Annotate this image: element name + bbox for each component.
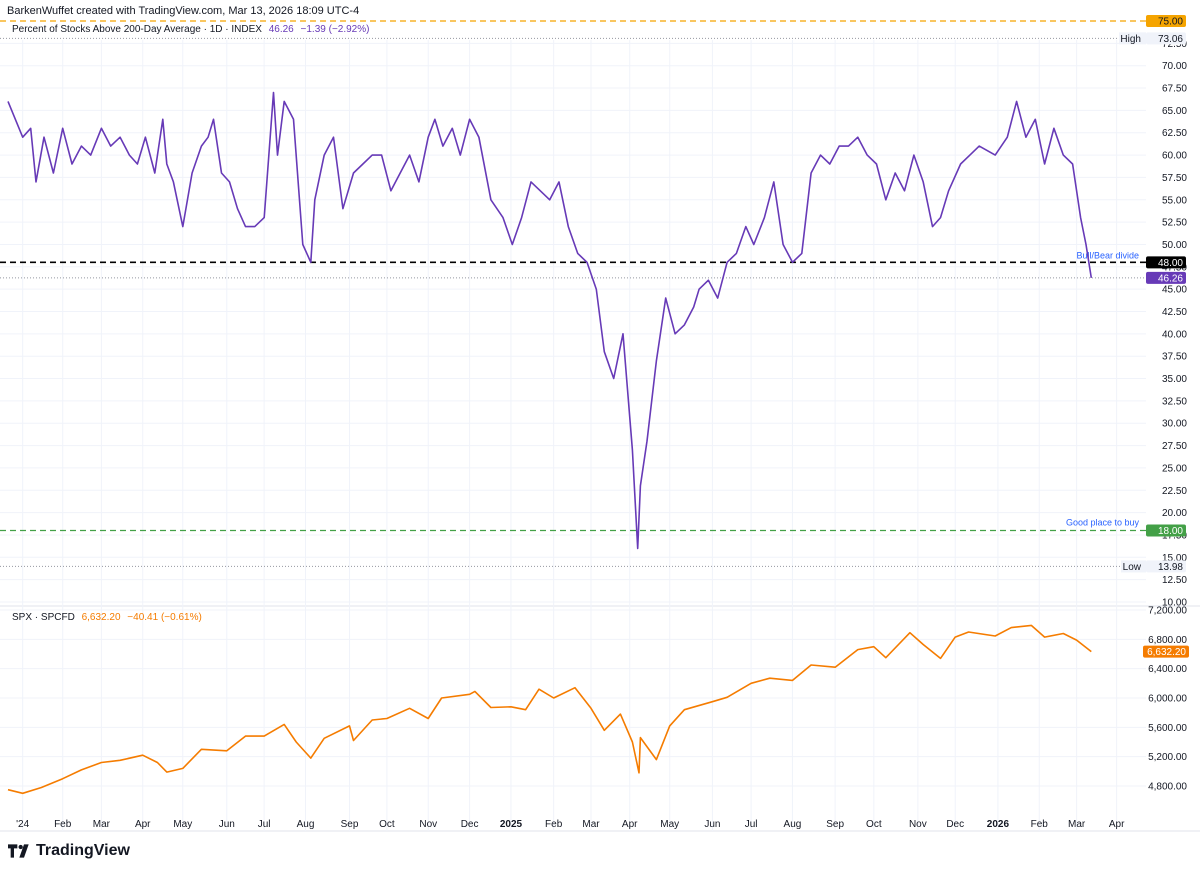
y-tick-label: 37.50 xyxy=(1162,352,1187,363)
y-tick-label: 7,200.00 xyxy=(1148,606,1187,617)
y-tick-label: 70.00 xyxy=(1162,61,1187,72)
tag-48-bg xyxy=(1146,256,1186,269)
x-tick-label: '24 xyxy=(16,819,29,830)
x-tick-label: Dec xyxy=(946,819,964,830)
low-label-bg xyxy=(1121,560,1146,573)
y-tick-label: 6,000.00 xyxy=(1148,694,1187,705)
y-tick-label: 40.00 xyxy=(1162,329,1187,340)
legend-breadth-value: 46.26 xyxy=(268,24,294,35)
x-tick-label: Aug xyxy=(297,819,315,830)
grid xyxy=(0,40,1200,832)
y-tick-label: 27.50 xyxy=(1162,441,1187,452)
y-tick-label: 20.00 xyxy=(1162,508,1187,519)
tag-last: 46.26 xyxy=(1158,273,1183,284)
tag-75-bg xyxy=(1146,15,1186,27)
y-tick-label: 32.50 xyxy=(1162,396,1187,407)
legend-spx-value: 6,632.20 xyxy=(81,612,121,623)
x-tick-label: Mar xyxy=(582,819,600,830)
y-tick-label: 6,800.00 xyxy=(1148,635,1187,646)
y-tick-label: 45.00 xyxy=(1162,285,1187,296)
x-tick-label: Jun xyxy=(219,819,235,830)
tag-spx-last-bg xyxy=(1143,645,1189,658)
y-tick-label: 4,800.00 xyxy=(1148,782,1187,793)
x-tick-label: Nov xyxy=(419,819,437,830)
y-tick-label: 25.00 xyxy=(1162,463,1187,474)
y-tick-label: 6,400.00 xyxy=(1148,664,1187,675)
legend-spx-name: SPX · SPCFD xyxy=(12,612,75,623)
low-label: Low xyxy=(1123,562,1142,573)
tag-high-bg xyxy=(1146,32,1186,45)
y-tick-label: 30.00 xyxy=(1162,419,1187,430)
tag-last-bg xyxy=(1146,271,1186,284)
reference-lines: Bull/Bear divide Good place to buy xyxy=(0,20,1146,567)
brand-name: TradingView xyxy=(36,842,130,859)
tag-48: 48.00 xyxy=(1158,258,1183,269)
tradingview-icon xyxy=(8,844,29,858)
tag-75: 75.00 xyxy=(1158,17,1183,28)
x-tick-label: Mar xyxy=(93,819,111,830)
legend-spx[interactable]: SPX · SPCFD 6,632.20 −40.41 (−0.61%) xyxy=(12,612,202,623)
price-axis: 10.0012.5015.0017.5020.0022.5025.0027.50… xyxy=(1119,15,1189,793)
breadth-series-line xyxy=(7,91,1093,550)
x-tick-label: Apr xyxy=(1109,819,1125,830)
x-tick-label: Dec xyxy=(461,819,479,830)
y-tick-label: 5,600.00 xyxy=(1148,723,1187,734)
tag-high: 73.06 xyxy=(1158,34,1183,45)
x-tick-label: Mar xyxy=(1068,819,1086,830)
x-tick-label: 2026 xyxy=(987,819,1010,830)
tag-low-bg xyxy=(1146,560,1186,573)
legend-breadth-name: Percent of Stocks Above 200-Day Average … xyxy=(12,24,262,35)
legend-spx-change: −40.41 (−0.61%) xyxy=(127,612,202,623)
y-tick-label: 22.50 xyxy=(1162,486,1187,497)
y-tick-label: 67.50 xyxy=(1162,84,1187,95)
spx-series-line xyxy=(7,624,1092,795)
y-tick-label: 10.00 xyxy=(1162,598,1187,609)
x-tick-label: Jun xyxy=(704,819,720,830)
y-tick-label: 12.50 xyxy=(1162,575,1187,586)
x-tick-label: 2025 xyxy=(500,819,523,830)
y-tick-label: 62.50 xyxy=(1162,128,1187,139)
legend-breadth-change: −1.39 (−2.92%) xyxy=(300,24,370,35)
x-tick-label: Oct xyxy=(866,819,882,830)
legend-breadth[interactable]: Percent of Stocks Above 200-Day Average … xyxy=(12,24,369,35)
x-tick-label: Nov xyxy=(909,819,927,830)
y-tick-label: 15.00 xyxy=(1162,553,1187,564)
x-tick-label: Feb xyxy=(545,819,563,830)
good-place-to-buy-label: Good place to buy xyxy=(1066,517,1140,527)
tag-low: 13.98 xyxy=(1158,562,1183,573)
x-tick-label: May xyxy=(173,819,192,830)
y-tick-label: 52.50 xyxy=(1162,218,1187,229)
x-tick-label: Apr xyxy=(622,819,638,830)
y-tick-label: 55.00 xyxy=(1162,195,1187,206)
x-tick-label: Sep xyxy=(826,819,844,830)
bull-bear-divide-label: Bull/Bear divide xyxy=(1076,250,1139,260)
x-tick-label: Apr xyxy=(135,819,151,830)
y-tick-label: 60.00 xyxy=(1162,151,1187,162)
chart-credit: BarkenWuffet created with TradingView.co… xyxy=(7,5,360,17)
x-tick-label: Oct xyxy=(379,819,395,830)
series xyxy=(7,91,1093,795)
tradingview-logo[interactable]: TradingView xyxy=(8,842,130,860)
x-tick-label: Jul xyxy=(258,819,271,830)
y-tick-label: 35.00 xyxy=(1162,374,1187,385)
y-tick-label: 42.50 xyxy=(1162,307,1187,318)
y-tick-label: 50.00 xyxy=(1162,240,1187,251)
tag-spx-last: 6,632.20 xyxy=(1147,647,1186,658)
tag-18-bg xyxy=(1146,524,1186,537)
x-tick-label: Aug xyxy=(784,819,802,830)
x-tick-label: Feb xyxy=(54,819,72,830)
high-label-bg xyxy=(1119,32,1146,45)
high-label: High xyxy=(1120,34,1141,45)
x-tick-label: Jul xyxy=(745,819,758,830)
y-tick-label: 65.00 xyxy=(1162,106,1187,117)
y-tick-label: 5,200.00 xyxy=(1148,752,1187,763)
time-axis: '24 Feb Mar Apr May Jun Jul Aug Sep Oct Nov Dec 2025… xyxy=(16,819,1125,830)
x-tick-label: Feb xyxy=(1031,819,1049,830)
x-tick-label: Sep xyxy=(341,819,359,830)
y-tick-label: 57.50 xyxy=(1162,173,1187,184)
tag-18: 18.00 xyxy=(1158,526,1183,537)
y-tick-label: 72.50 xyxy=(1162,39,1187,50)
x-tick-label: May xyxy=(660,819,679,830)
